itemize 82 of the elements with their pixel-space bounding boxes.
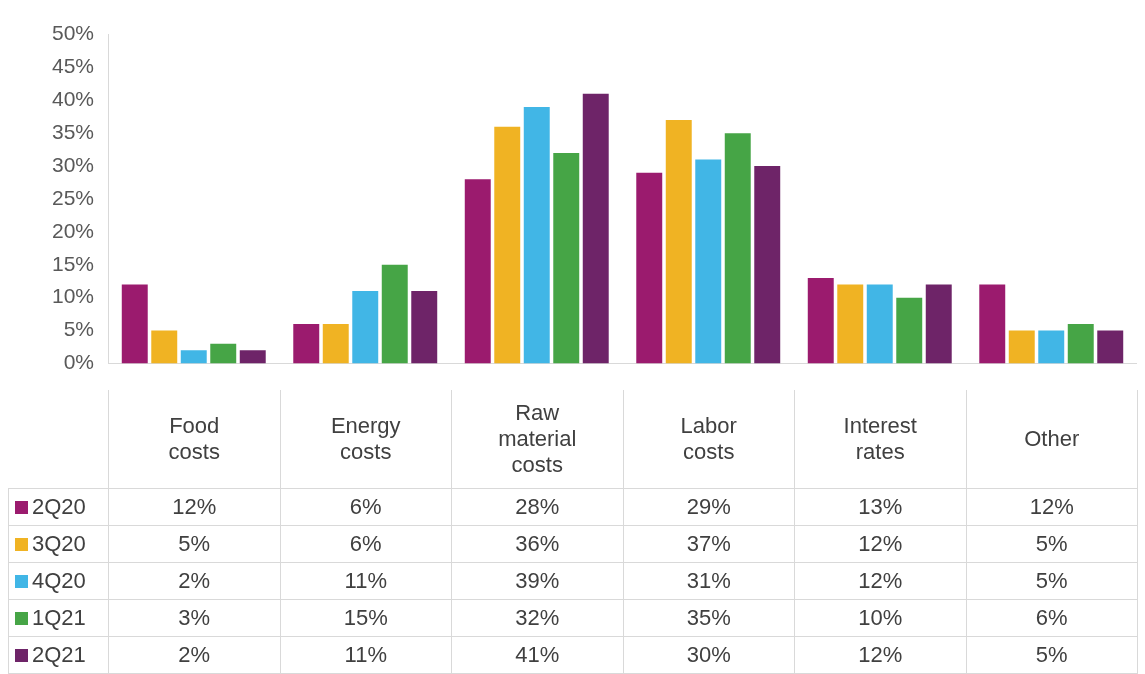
y-tick-label: 40% <box>51 87 94 111</box>
legend-label: 4Q20 <box>32 567 86 593</box>
data-label: 31% <box>623 562 795 599</box>
x-tick-label: Interest rates <box>794 390 966 488</box>
bar <box>151 330 178 364</box>
y-tick-label: 15% <box>51 251 94 275</box>
data-label: 6% <box>280 488 452 525</box>
data-label: 15% <box>280 599 452 636</box>
data-label: 41% <box>451 636 623 673</box>
bar <box>1008 330 1035 364</box>
bar <box>695 159 722 364</box>
data-label: 11% <box>280 636 452 673</box>
y-tick-label: 35% <box>51 120 94 144</box>
data-label: 2% <box>108 636 280 673</box>
data-label: 5% <box>966 636 1138 673</box>
bar <box>322 323 349 364</box>
data-label: 11% <box>280 562 452 599</box>
bar <box>411 291 438 364</box>
y-tick-label: 25% <box>51 185 94 209</box>
data-label: 32% <box>451 599 623 636</box>
bar <box>665 120 692 364</box>
data-label: 6% <box>966 599 1138 636</box>
bar <box>1067 323 1094 364</box>
data-label: 12% <box>794 525 966 562</box>
bar <box>754 166 781 364</box>
bar <box>925 284 952 364</box>
data-label: 29% <box>623 488 795 525</box>
bar <box>837 284 864 364</box>
y-tick-label: 0% <box>63 350 94 374</box>
legend-label: 1Q21 <box>32 604 86 630</box>
legend-label: 2Q20 <box>32 493 86 519</box>
bar <box>381 264 408 364</box>
bar <box>979 284 1006 364</box>
bar <box>293 323 320 364</box>
bar <box>121 284 148 364</box>
data-label: 5% <box>108 525 280 562</box>
bar <box>523 106 550 364</box>
bar <box>464 179 491 364</box>
y-tick-label: 10% <box>51 284 94 308</box>
data-label: 36% <box>451 525 623 562</box>
x-tick-label: Energy costs <box>280 390 452 488</box>
y-tick-label: 20% <box>51 218 94 242</box>
data-label: 30% <box>623 636 795 673</box>
bar <box>582 93 609 364</box>
data-label: 12% <box>794 636 966 673</box>
bar <box>553 152 580 364</box>
data-label: 3% <box>108 599 280 636</box>
data-label: 12% <box>108 488 280 525</box>
bar <box>896 297 923 364</box>
bar <box>239 350 266 364</box>
bar <box>1038 330 1065 364</box>
data-label: 35% <box>623 599 795 636</box>
data-label: 39% <box>451 562 623 599</box>
x-tick-label: Labor costs <box>623 390 795 488</box>
data-label: 13% <box>794 488 966 525</box>
legend-label: 2Q21 <box>32 641 86 667</box>
data-label: 37% <box>623 525 795 562</box>
bar <box>1097 330 1124 364</box>
data-label: 12% <box>794 562 966 599</box>
bar <box>636 172 663 364</box>
bar <box>724 133 751 364</box>
x-tick-label: Food costs <box>108 390 280 488</box>
data-label: 10% <box>794 599 966 636</box>
bar <box>807 277 834 364</box>
data-label: 28% <box>451 488 623 525</box>
data-label: 2% <box>108 562 280 599</box>
y-tick-label: 45% <box>51 54 94 78</box>
x-tick-label: Raw material costs <box>451 390 623 488</box>
bar <box>866 284 893 364</box>
data-label: 5% <box>966 562 1138 599</box>
x-tick-label: Other <box>966 390 1138 488</box>
data-label: 6% <box>280 525 452 562</box>
bar <box>352 291 379 364</box>
y-tick-label: 50% <box>51 21 94 45</box>
bar <box>494 126 521 364</box>
legend-label: 3Q20 <box>32 530 86 556</box>
y-tick-label: 30% <box>51 152 94 176</box>
bar <box>210 343 237 364</box>
y-tick-label: 5% <box>63 317 94 341</box>
bar <box>180 350 207 364</box>
data-label: 5% <box>966 525 1138 562</box>
data-label: 12% <box>966 488 1138 525</box>
